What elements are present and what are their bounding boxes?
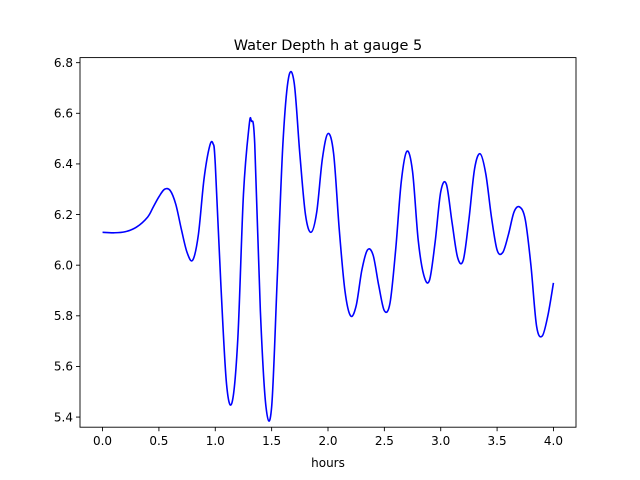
y-tick-label: 6.4 — [54, 157, 73, 171]
x-tick-label: 1.5 — [262, 434, 281, 448]
y-tick-label: 5.8 — [54, 309, 73, 323]
y-axis: 5.4 5.6 5.8 6.0 6.2 6.4 6.6 6.8 — [54, 56, 80, 424]
x-tick-label: 0.0 — [93, 434, 112, 448]
y-tick-label: 6.2 — [54, 208, 73, 222]
x-tick-label: 4.0 — [544, 434, 563, 448]
y-tick-label: 6.6 — [54, 107, 73, 121]
x-tick-label: 2.0 — [318, 434, 337, 448]
x-tick-label: 3.0 — [431, 434, 450, 448]
x-tick-label: 1.0 — [206, 434, 225, 448]
x-axis-label: hours — [311, 456, 345, 470]
x-tick-label: 3.5 — [488, 434, 507, 448]
y-tick-label: 5.6 — [54, 360, 73, 374]
x-tick-label: 0.5 — [149, 434, 168, 448]
x-tick-label: 2.5 — [375, 434, 394, 448]
x-axis: 0.0 0.5 1.0 1.5 2.0 2.5 3.0 3.5 4.0 — [93, 427, 563, 448]
series-line-water-depth — [102, 70, 555, 422]
chart-title: Water Depth h at gauge 5 — [234, 38, 422, 54]
y-tick-label: 5.4 — [54, 410, 73, 424]
y-tick-label: 6.8 — [54, 56, 73, 70]
y-tick-label: 6.0 — [54, 258, 73, 272]
